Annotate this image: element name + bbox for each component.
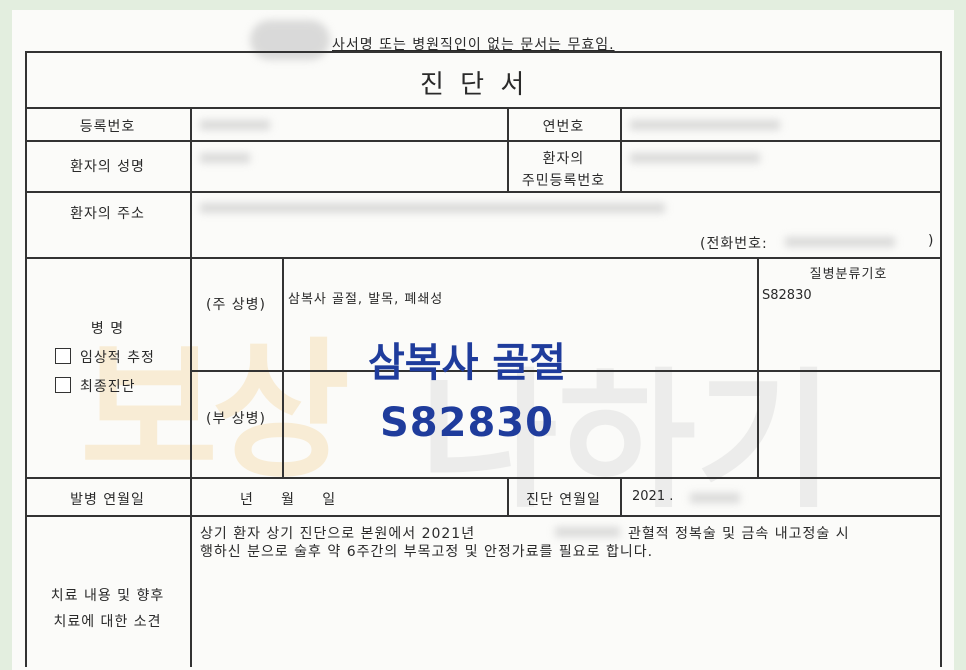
document-page bbox=[12, 10, 954, 670]
table-rule bbox=[25, 107, 941, 109]
diagnosis-date-value: 2021 . bbox=[632, 489, 674, 504]
table-rule bbox=[940, 51, 942, 667]
table-rule bbox=[25, 191, 941, 193]
patient-name-redacted bbox=[200, 153, 250, 163]
table-rule bbox=[620, 477, 622, 515]
table-rule bbox=[507, 107, 509, 191]
final-diagnosis-checkbox[interactable] bbox=[55, 377, 71, 393]
resident-id-label-1: 환자의 bbox=[542, 151, 585, 167]
table-rule bbox=[190, 370, 941, 372]
table-rule bbox=[190, 107, 192, 667]
table-rule bbox=[282, 257, 284, 477]
main-disease-value: 삼복사 골절, 발목, 폐쇄성 bbox=[288, 292, 444, 307]
address-redacted bbox=[200, 203, 665, 213]
watermark: 보상 bbox=[80, 325, 350, 499]
table-rule bbox=[25, 51, 27, 667]
table-rule bbox=[25, 140, 941, 142]
phone-close: ) bbox=[928, 233, 935, 249]
onset-label: 발병 연월일 bbox=[70, 492, 145, 508]
overlay-diagnosis: 삼복사 골절 bbox=[368, 340, 566, 386]
table-rule bbox=[757, 257, 759, 477]
phone-redacted bbox=[785, 237, 895, 247]
diagnosis-date-redacted bbox=[690, 493, 740, 503]
table-rule bbox=[25, 515, 941, 517]
blurred-stamp bbox=[250, 20, 330, 60]
treatment-label-2: 치료에 대한 소견 bbox=[53, 614, 162, 630]
disease-label: 병 명 bbox=[90, 321, 125, 337]
treatment-line-1a: 상기 환자 상기 진단으로 본원에서 2021년 bbox=[200, 526, 476, 542]
treatment-line-1b: 관혈적 정복술 및 금속 내고정술 시 bbox=[628, 526, 850, 542]
code-value: S82830 bbox=[762, 288, 812, 303]
table-rule bbox=[25, 477, 941, 479]
notice-text: 사서명 또는 병원직인이 없는 문서는 무효임. bbox=[332, 37, 615, 53]
overlay-code: S82830 bbox=[380, 400, 554, 446]
document-title: 진 단 서 bbox=[420, 70, 529, 100]
sub-disease-label: (부 상병) bbox=[205, 411, 266, 427]
main-disease-label: (주 상병) bbox=[205, 297, 266, 313]
final-diagnosis-label: 최종진단 bbox=[80, 379, 136, 395]
treatment-line-2: 행하신 분으로 술후 약 6주간의 부목고정 및 안정가료를 필요로 합니다. bbox=[200, 544, 654, 560]
serial-value-redacted bbox=[630, 120, 780, 130]
registration-label: 등록번호 bbox=[79, 119, 136, 135]
table-rule bbox=[620, 107, 622, 191]
diagnosis-date-label: 진단 연월일 bbox=[526, 492, 601, 508]
code-label: 질병분류기호 bbox=[809, 267, 888, 282]
registration-value-redacted bbox=[200, 120, 270, 130]
treatment-label-1: 치료 내용 및 향후 bbox=[50, 588, 165, 604]
watermark-2: 나하기 bbox=[420, 355, 835, 529]
table-rule bbox=[25, 51, 941, 53]
patient-name-label: 환자의 성명 bbox=[70, 159, 145, 175]
resident-id-label-2: 주민등록번호 bbox=[521, 173, 606, 189]
table-rule bbox=[507, 477, 509, 515]
resident-id-redacted bbox=[630, 153, 760, 163]
onset-value: 년 월 일 bbox=[240, 492, 337, 508]
serial-label: 연번호 bbox=[542, 119, 585, 135]
treatment-date-redacted bbox=[555, 527, 620, 537]
phone-label: (전화번호: bbox=[700, 236, 768, 252]
clinical-estimate-label: 임상적 추정 bbox=[80, 350, 155, 366]
clinical-estimate-checkbox[interactable] bbox=[55, 348, 71, 364]
address-label: 환자의 주소 bbox=[70, 206, 145, 222]
table-rule bbox=[25, 257, 941, 259]
